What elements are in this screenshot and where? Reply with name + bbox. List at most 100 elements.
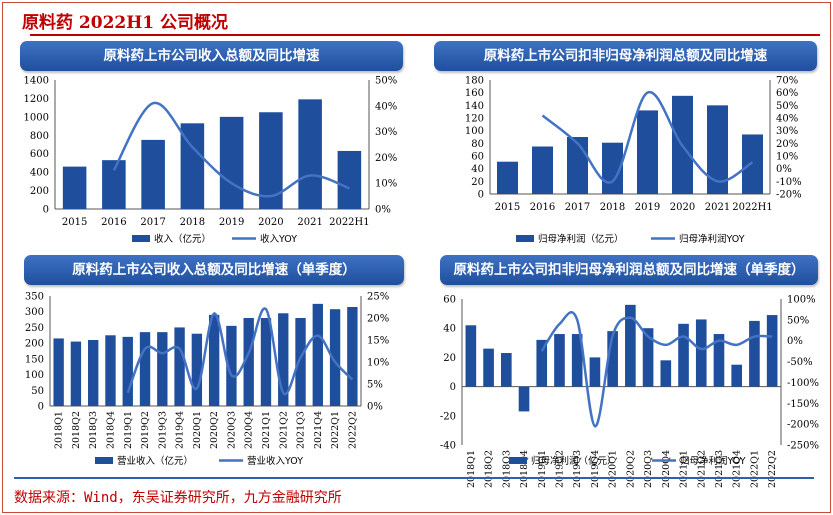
chart-1-y2-tick: 20% — [375, 153, 397, 164]
chart-3-bar — [278, 313, 289, 406]
chart-3-bar — [53, 338, 64, 406]
chart-3-y-tick: 100 — [25, 370, 44, 381]
chart-4-x-tick: 2020Q2 — [625, 450, 636, 488]
chart-1-y-tick: 0 — [43, 205, 49, 216]
chart-4-legend-bar-label: 归母净利润（亿元） — [531, 455, 617, 467]
chart-1-y-tick: 200 — [30, 186, 49, 197]
chart-1-x-tick: 2020 — [258, 217, 283, 228]
chart-2-y-tick: 160 — [465, 88, 484, 99]
chart-2-y-tick: 80 — [471, 139, 484, 150]
chart-4-x-tick: 2018Q1 — [466, 450, 477, 488]
chart-4-y-tick: 60 — [443, 295, 456, 306]
chart-4-bar — [695, 319, 707, 387]
chart-3-x-tick: 2019Q4 — [175, 411, 186, 449]
chart-3-y-tick: 200 — [25, 339, 44, 350]
chart-4-y2-tick: -150% — [787, 399, 819, 410]
chart-1-bar — [219, 116, 244, 209]
footer-rule — [14, 477, 814, 479]
chart-2-x-tick: 2021 — [705, 202, 730, 213]
chart-2-x-tick: 2020 — [670, 202, 695, 213]
chart-3-title: 原料药上市公司收入总额及同比增速（单季度） — [24, 255, 404, 285]
chart-3-x-tick: 2021Q1 — [261, 411, 272, 449]
chart-1-x-tick: 2015 — [62, 217, 87, 228]
chart-1-bar — [180, 123, 205, 209]
chart-4-x-tick: 2019Q3 — [572, 450, 583, 488]
chart-1-legend-bar-label: 收入（亿元） — [154, 233, 211, 245]
chart-4-x-tick: 2021Q4 — [732, 450, 743, 488]
chart-1-y2-tick: 0% — [375, 205, 391, 216]
chart-3-bar — [312, 303, 323, 406]
chart-2-bar — [637, 110, 658, 194]
chart-2-legend-bar-swatch — [516, 235, 534, 242]
chart-4-x-tick: 2019Q1 — [537, 450, 548, 488]
chart-2-y2-tick: 40% — [776, 114, 798, 125]
chart-1-y-tick: 1200 — [24, 94, 49, 105]
chart-2-x-tick: 2018 — [600, 202, 625, 213]
chart-4-x-tick: 2020Q3 — [643, 450, 654, 488]
chart-1-y-tick: 1000 — [24, 112, 49, 123]
chart-1-bar — [102, 160, 126, 209]
chart-4-bar — [483, 348, 494, 387]
chart-3-x-tick: 2019Q2 — [140, 411, 151, 449]
chart-2-y2-tick: -10% — [776, 177, 802, 188]
chart-3-y2-tick: 5% — [367, 380, 383, 391]
chart-3-bar — [208, 314, 220, 406]
chart-3-legend-bar-swatch — [95, 457, 113, 464]
chart-3-bar — [347, 307, 358, 406]
chart-3-x-tick: 2022Q2 — [347, 411, 358, 449]
header-bar — [3, 3, 830, 37]
chart-2-y-tick: 20 — [471, 177, 484, 188]
chart-4-legend-line-label: 归母净利润YOY — [680, 455, 746, 467]
chart-3-bar — [105, 335, 116, 406]
chart-2-y2-tick: 70% — [776, 76, 798, 87]
chart-4-bar — [518, 386, 530, 412]
chart-2-title: 原料药上市公司扣非归母净利润总额及同比增速 — [434, 41, 817, 71]
chart-2-y2-tick: 50% — [776, 101, 798, 112]
chart-2-bar — [707, 105, 728, 194]
chart-1-y2-tick: 10% — [375, 179, 397, 190]
chart-4-x-tick: 2022Q2 — [767, 450, 778, 488]
chart-3-bar — [243, 318, 254, 406]
chart-3-x-tick: 2018Q1 — [54, 411, 65, 449]
chart-3-y-tick: 250 — [25, 323, 44, 334]
chart-4-x-tick: 2021Q2 — [696, 450, 707, 488]
chart-4-y2-tick: -200% — [787, 420, 819, 431]
chart-1-legend-bar-swatch — [132, 235, 150, 242]
chart-3-x-tick: 2021Q4 — [313, 411, 324, 449]
chart-2-y-tick: 140 — [465, 101, 484, 112]
chart-4-bar — [625, 304, 636, 387]
chart-2-legend-bar-label: 归母净利润（亿元） — [538, 233, 624, 245]
chart-3-bar — [70, 341, 82, 406]
chart-3-x-tick: 2020Q4 — [244, 411, 255, 449]
source-note: 数据来源：Wind，东吴证券研究所，九方金融研究所 — [14, 490, 342, 506]
chart-4-bar — [749, 320, 760, 387]
chart-4-x-tick: 2020Q1 — [608, 450, 619, 488]
chart-3-x-tick: 2019Q1 — [123, 411, 134, 449]
chart-4-bar — [554, 334, 565, 387]
chart-3-x-tick: 2020Q3 — [226, 411, 237, 449]
chart-3-yoy-line — [126, 307, 354, 396]
chart-4-x-tick: 2018Q2 — [484, 450, 495, 488]
chart-2-bar — [497, 161, 518, 194]
chart-1-y-tick: 800 — [30, 131, 49, 142]
chart-1-bar — [298, 99, 322, 209]
chart-4-yoy-line — [540, 311, 773, 428]
chart-4-bar — [571, 334, 583, 387]
chart-4-y-tick: -20 — [440, 411, 456, 422]
chart-3-y2-tick: 10% — [367, 358, 389, 369]
chart-3-legend-bar-label: 营业收入（亿元） — [117, 455, 193, 467]
chart-2-y2-tick: 0% — [776, 164, 792, 175]
chart-3-y-tick: 350 — [25, 292, 44, 303]
chart-4-bar — [713, 334, 725, 387]
chart-2-x-tick: 2017 — [565, 202, 590, 213]
chart-4-x-tick: 2019Q4 — [590, 450, 601, 488]
chart-3-bar — [88, 340, 99, 406]
chart-2-bar — [742, 134, 763, 194]
chart-4-legend-bar-swatch — [509, 457, 527, 464]
chart-3-bar — [191, 333, 203, 406]
chart-2-y2-tick: 10% — [776, 152, 798, 163]
chart-3-y-tick: 150 — [25, 354, 44, 365]
chart-1-x-tick: 2021 — [297, 217, 322, 228]
